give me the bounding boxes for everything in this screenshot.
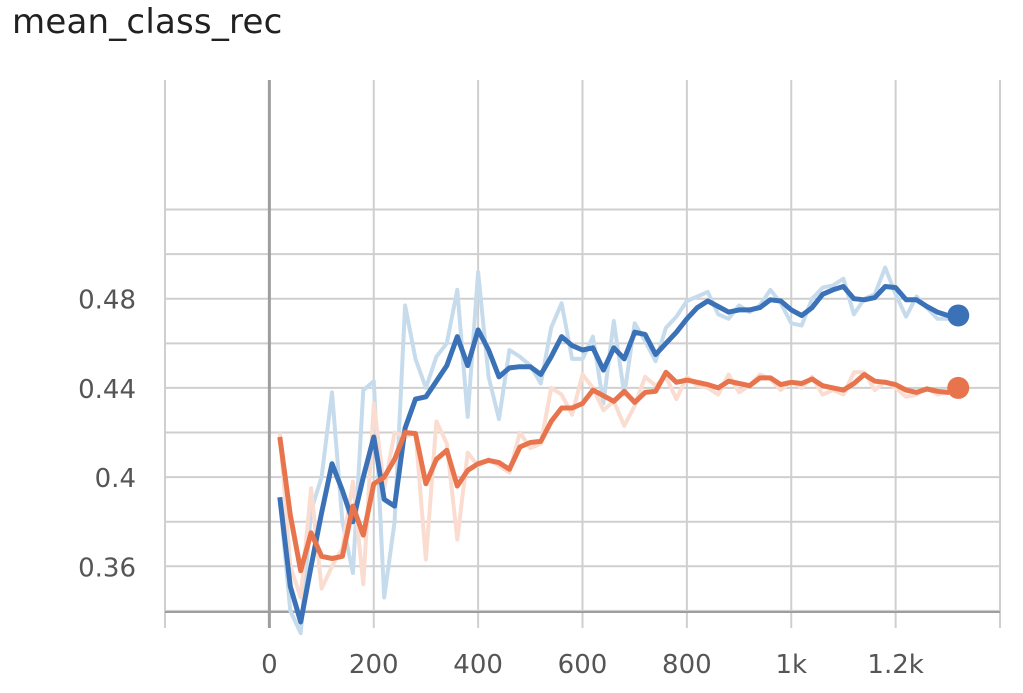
end-markers [947,304,970,399]
x-tick-label: 200 [349,650,399,680]
y-tick-label: 0.44 [78,375,136,405]
raw-series-line-1 [277,265,960,636]
smoothed-series-line-2 [277,369,960,574]
y-tick-label: 0.36 [78,553,136,583]
chart-title: mean_class_rec [12,2,283,42]
end-marker-1 [947,304,970,327]
smoothed-series-lines [277,284,960,625]
y-tick-labels: 0.36 0.4 0.44 0.48 [78,286,136,584]
x-tick-label: 800 [662,650,712,680]
smoothed-series-line-1 [277,284,959,625]
x-tick-label: 600 [558,650,608,680]
x-tick-label: 0 [261,650,278,680]
x-tick-labels: 0 200 400 600 800 1k 1.2k [261,650,924,680]
end-marker-2 [947,376,970,399]
x-tick-label: 1.2k [867,650,923,680]
x-tick-label: 1k [775,650,807,680]
y-tick-label: 0.48 [78,286,136,316]
x-tick-label: 400 [453,650,503,680]
raw-series-lines [277,265,960,636]
y-tick-label: 0.4 [95,464,136,494]
